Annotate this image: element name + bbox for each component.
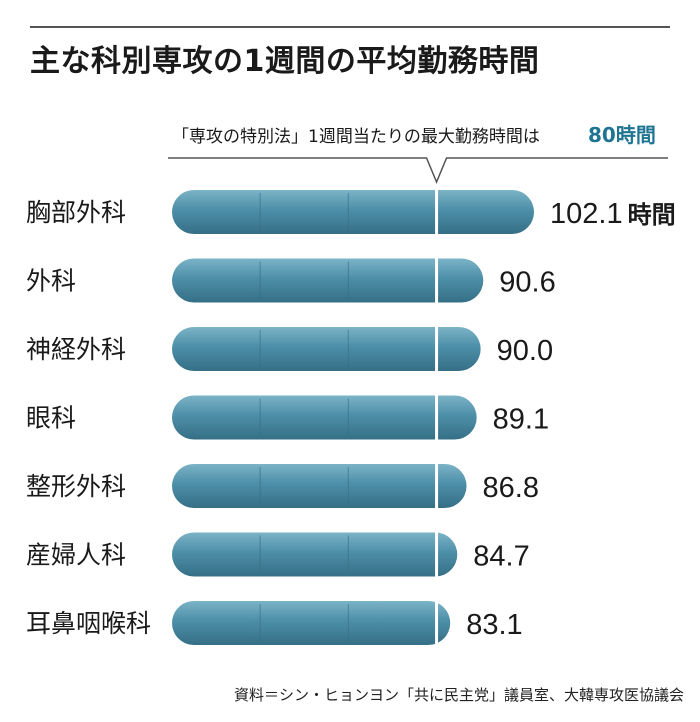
value-label: 102.1 時間 (550, 198, 676, 230)
value-label: 90.6 (499, 267, 555, 299)
category-label: 耳鼻咽喉科 (26, 609, 151, 638)
value-label: 86.8 (483, 472, 539, 504)
annotation-highlight: 80時間 (588, 123, 656, 147)
bar (172, 258, 484, 303)
value-label: 84.7 (473, 541, 529, 573)
category-label: 眼科 (26, 404, 76, 433)
value-label: 89.1 (493, 404, 549, 436)
top-rule (30, 26, 670, 28)
category-label: 胸部外科 (26, 198, 126, 227)
value-label: 83.1 (466, 609, 522, 641)
category-label: 神経外科 (26, 335, 126, 364)
bar (172, 327, 481, 371)
bar (172, 464, 467, 508)
bar (172, 532, 458, 577)
category-label: 整形外科 (26, 472, 126, 501)
bar (172, 601, 451, 645)
chart-title: 主な科別専攻の1週間の平均勤務時間 (30, 44, 540, 79)
annotation-text: 「専攻の特別法」1週間当たりの最大勤務時間は (172, 127, 540, 147)
bar-chart: 「専攻の特別法」1週間当たりの最大勤務時間は 80時間 胸部外科 102.1 時間外科… (26, 123, 676, 645)
value-label: 90.0 (497, 335, 553, 367)
category-label: 外科 (26, 267, 76, 296)
source-note: 資料＝シン・ヒョンヨン「共に民主党」議員室、大韓専攻医協議会 (233, 686, 684, 704)
bar (172, 190, 534, 234)
annotation-callout (168, 157, 668, 184)
value-unit: 時間 (628, 201, 676, 229)
bar (172, 395, 477, 440)
category-label: 産婦人科 (26, 541, 126, 570)
